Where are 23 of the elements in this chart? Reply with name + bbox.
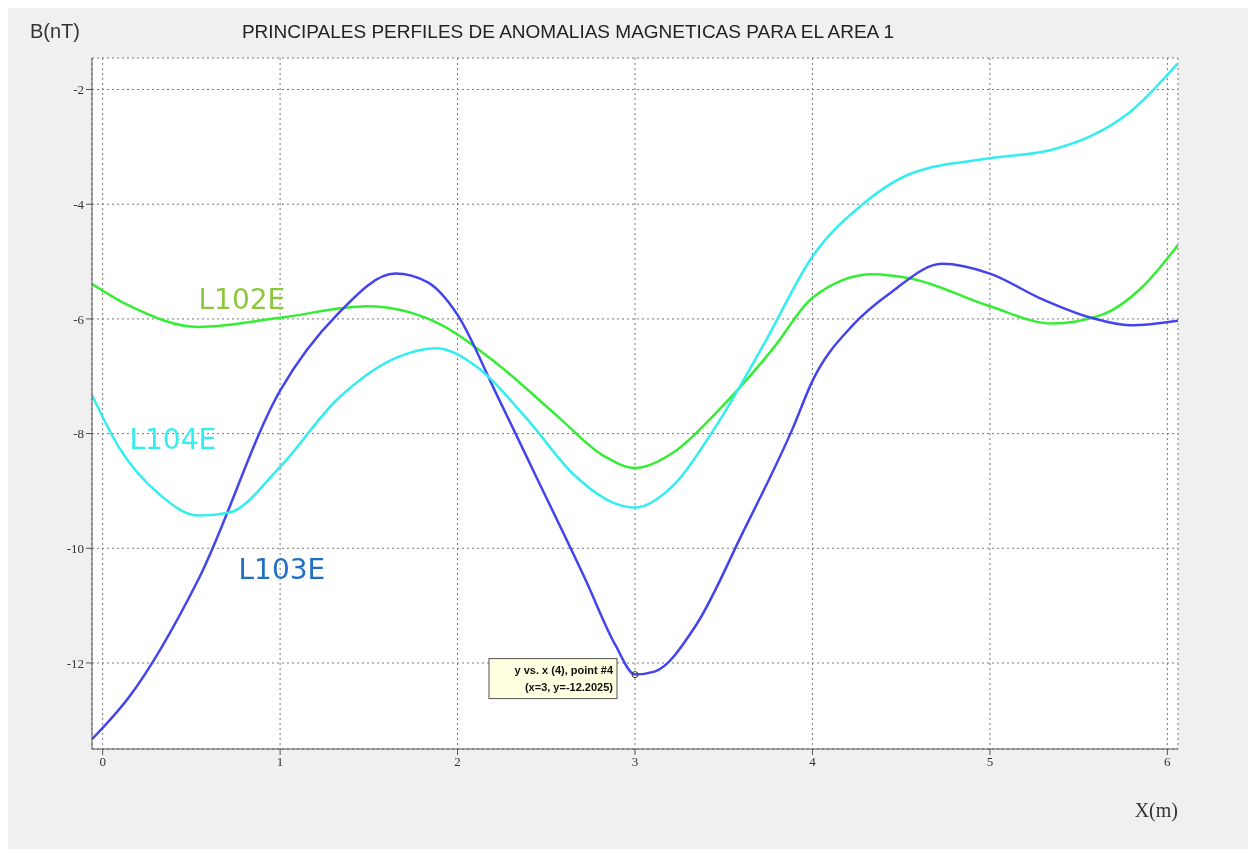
x-tick-label: 4 (809, 754, 817, 770)
x-tick-label: 0 (99, 754, 106, 770)
annotation: y vs. x (4), point #4 (x=3, y=-12.2025) (514, 663, 614, 693)
y-tick-label: -8 (73, 426, 84, 442)
x-tick-label: 1 (276, 754, 284, 770)
line-series (92, 262, 1178, 741)
y-tick-label: -4 (73, 196, 85, 212)
x-axis-title: X(m) (1134, 799, 1178, 822)
chart-title: PRINCIPALES PERFILES DE ANOMALIAS MAGNETICAS PARA EL AREA 1 (241, 21, 895, 42)
series-label: L104E (129, 423, 217, 457)
y-tick-label: -12 (66, 655, 84, 671)
y-tick-label: -10 (66, 540, 84, 556)
y-axis-title: B(nT) (30, 20, 80, 42)
x-tick-label: 6 (1164, 754, 1172, 770)
series-label: L103E (238, 553, 326, 587)
x-tick-label: 5 (986, 754, 994, 770)
x-tick-label: 3 (631, 754, 639, 770)
y-tick-label: -6 (73, 311, 85, 327)
y-tick-label: -2 (73, 82, 84, 98)
x-tick-label: 2 (454, 754, 461, 770)
line-series (92, 61, 1178, 517)
line-series (92, 243, 1178, 470)
series-label: L102E (198, 282, 286, 316)
